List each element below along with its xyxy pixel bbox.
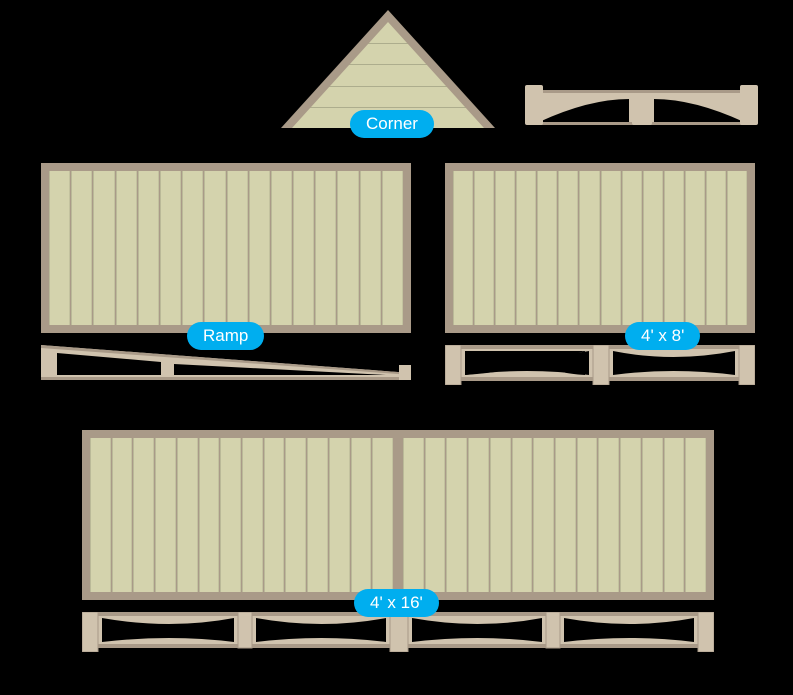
deck-plank	[643, 171, 663, 325]
deck-plank	[71, 171, 92, 325]
deck-plank	[579, 171, 599, 325]
deck-plank	[598, 438, 619, 592]
deck-plank	[664, 171, 684, 325]
deck-plank	[685, 171, 705, 325]
deck-plank	[490, 438, 511, 592]
plank-row	[49, 171, 403, 325]
deck-plank	[116, 171, 137, 325]
deck-plank	[727, 171, 747, 325]
deck-plank	[468, 438, 489, 592]
deck-plank	[360, 171, 381, 325]
deck-plank	[285, 438, 306, 592]
deck-plank	[555, 438, 576, 592]
deck-plank	[199, 438, 220, 592]
deck-plank	[495, 171, 515, 325]
deck-plank	[516, 171, 536, 325]
deck-plank	[112, 438, 133, 592]
mid-brace	[395, 438, 401, 592]
deck-plank	[533, 438, 554, 592]
ramp-side-profile	[41, 345, 411, 380]
size-4x8-label: 4' x 8'	[625, 322, 700, 350]
deck-plank	[372, 438, 393, 592]
ramp-deck-top	[41, 163, 411, 333]
deck-plank	[138, 171, 159, 325]
deck-4x16-side-profile	[82, 612, 714, 652]
deck-plank	[264, 438, 285, 592]
deck-plank	[155, 438, 176, 592]
deck-plank	[474, 171, 494, 325]
deck-plank	[293, 171, 314, 325]
corner-side-profile	[529, 90, 754, 125]
deck-plank	[227, 171, 248, 325]
corner-label: Corner	[350, 110, 434, 138]
deck-plank	[351, 438, 372, 592]
deck-plank	[446, 438, 467, 592]
plank-row-left	[90, 438, 393, 592]
plank-row	[453, 171, 747, 325]
deck-plank	[315, 171, 336, 325]
deck-4x8-side-profile	[445, 345, 755, 385]
deck-plank	[601, 171, 621, 325]
deck-plank	[512, 438, 533, 592]
deck-plank	[242, 438, 263, 592]
deck-plank	[425, 438, 446, 592]
deck-plank	[577, 438, 598, 592]
deck-plank	[177, 438, 198, 592]
deck-plank	[537, 171, 557, 325]
deck-plank	[220, 438, 241, 592]
deck-plank	[382, 171, 403, 325]
deck-plank	[337, 171, 358, 325]
deck-plank	[90, 438, 111, 592]
deck-4x16-top	[82, 430, 714, 600]
deck-plank	[664, 438, 685, 592]
deck-plank	[204, 171, 225, 325]
deck-plank	[271, 171, 292, 325]
deck-plank	[93, 171, 114, 325]
deck-plank	[307, 438, 328, 592]
deck-plank	[133, 438, 154, 592]
deck-plank	[558, 171, 578, 325]
size-4x16-label: 4' x 16'	[354, 589, 439, 617]
deck-plank	[622, 171, 642, 325]
deck-plank	[329, 438, 350, 592]
ramp-label: Ramp	[187, 322, 264, 350]
deck-plank	[182, 171, 203, 325]
deck-4x8-top	[445, 163, 755, 333]
deck-plank	[249, 171, 270, 325]
deck-plank	[160, 171, 181, 325]
deck-plank	[403, 438, 424, 592]
deck-plank	[620, 438, 641, 592]
deck-plank	[706, 171, 726, 325]
plank-row-right	[403, 438, 706, 592]
deck-plank	[685, 438, 706, 592]
deck-plank	[49, 171, 70, 325]
deck-plank	[642, 438, 663, 592]
deck-plank	[453, 171, 473, 325]
